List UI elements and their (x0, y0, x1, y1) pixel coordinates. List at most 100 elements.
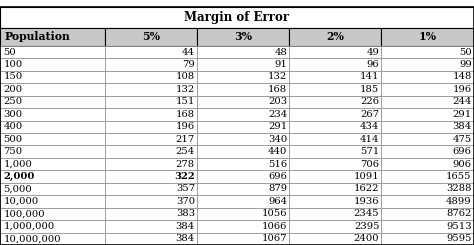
Text: 148: 148 (452, 73, 472, 81)
Bar (289, 83, 381, 96)
Bar (197, 220, 289, 233)
Text: 50: 50 (3, 48, 16, 57)
Text: 2395: 2395 (354, 222, 379, 231)
Bar (0, 233, 105, 245)
Bar (289, 58, 381, 71)
Bar (105, 108, 197, 121)
Bar (105, 96, 197, 108)
Text: 108: 108 (176, 73, 195, 81)
Bar (197, 71, 289, 83)
Text: 185: 185 (360, 85, 379, 94)
Bar (289, 183, 381, 195)
Bar (0, 170, 105, 183)
Bar (0, 71, 105, 83)
Text: 1,000,000: 1,000,000 (3, 222, 55, 231)
Bar (381, 83, 474, 96)
Text: 132: 132 (176, 85, 195, 94)
Bar (289, 208, 381, 220)
Bar (381, 108, 474, 121)
Bar (105, 46, 197, 58)
Bar (0, 133, 105, 145)
Text: 1655: 1655 (446, 172, 472, 181)
Bar (197, 28, 289, 46)
Text: 1091: 1091 (354, 172, 379, 181)
Text: 3%: 3% (234, 32, 252, 42)
Bar (197, 158, 289, 170)
Text: 500: 500 (3, 135, 22, 144)
Text: 300: 300 (3, 110, 22, 119)
Bar (381, 183, 474, 195)
Bar (105, 208, 197, 220)
Text: 96: 96 (367, 60, 379, 69)
Bar (0, 108, 105, 121)
Text: 91: 91 (274, 60, 287, 69)
Text: 383: 383 (176, 209, 195, 218)
Text: 150: 150 (3, 73, 23, 81)
Text: 750: 750 (3, 147, 22, 156)
Text: 217: 217 (176, 135, 195, 144)
Text: 1067: 1067 (262, 234, 287, 243)
Text: 196: 196 (453, 85, 472, 94)
Text: 5%: 5% (142, 32, 160, 42)
Bar (381, 133, 474, 145)
Bar (197, 58, 289, 71)
Text: 5,000: 5,000 (3, 184, 32, 194)
Bar (381, 58, 474, 71)
Text: 250: 250 (3, 97, 22, 106)
Text: 2,000: 2,000 (3, 172, 35, 181)
Bar (289, 170, 381, 183)
Text: 48: 48 (274, 48, 287, 57)
Text: 340: 340 (268, 135, 287, 144)
Text: 291: 291 (452, 110, 472, 119)
Bar (197, 195, 289, 208)
Bar (289, 96, 381, 108)
Bar (289, 220, 381, 233)
Text: 879: 879 (268, 184, 287, 194)
Text: 9513: 9513 (446, 222, 472, 231)
Text: 4899: 4899 (446, 197, 472, 206)
Bar (105, 233, 197, 245)
Bar (197, 96, 289, 108)
Bar (105, 28, 197, 46)
Text: 322: 322 (174, 172, 195, 181)
Text: 49: 49 (366, 48, 379, 57)
Bar (381, 71, 474, 83)
Bar (289, 108, 381, 121)
Bar (381, 145, 474, 158)
Bar (289, 195, 381, 208)
Bar (197, 133, 289, 145)
Text: 2%: 2% (326, 32, 344, 42)
Text: 1,000: 1,000 (3, 159, 32, 169)
Text: Population: Population (4, 32, 70, 42)
Text: 475: 475 (452, 135, 472, 144)
Bar (0, 28, 105, 46)
Bar (289, 46, 381, 58)
Bar (197, 108, 289, 121)
Text: 1%: 1% (419, 32, 437, 42)
Bar (289, 28, 381, 46)
Bar (0, 7, 474, 28)
Bar (197, 83, 289, 96)
Text: 357: 357 (176, 184, 195, 194)
Text: 141: 141 (360, 73, 379, 81)
Text: 434: 434 (360, 122, 379, 131)
Text: 964: 964 (268, 197, 287, 206)
Text: 44: 44 (182, 48, 195, 57)
Bar (381, 28, 474, 46)
Text: 8762: 8762 (446, 209, 472, 218)
Bar (105, 145, 197, 158)
Bar (381, 158, 474, 170)
Text: 414: 414 (360, 135, 379, 144)
Bar (197, 233, 289, 245)
Text: 168: 168 (176, 110, 195, 119)
Text: 400: 400 (3, 122, 23, 131)
Text: 200: 200 (3, 85, 22, 94)
Text: 384: 384 (452, 122, 472, 131)
Bar (381, 233, 474, 245)
Bar (197, 121, 289, 133)
Bar (0, 158, 105, 170)
Bar (0, 220, 105, 233)
Bar (0, 96, 105, 108)
Text: 168: 168 (268, 85, 287, 94)
Bar (0, 83, 105, 96)
